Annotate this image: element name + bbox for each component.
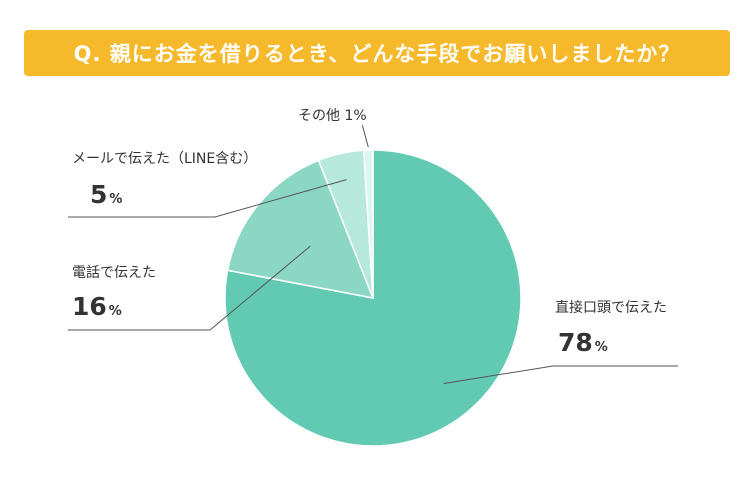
leader-line-3	[361, 124, 369, 148]
chart-title: Q. 親にお金を借りるとき、どんな手段でお願いしましたか？	[73, 42, 681, 66]
slice-value-1: 16%	[72, 292, 122, 321]
leader-line-0	[443, 365, 678, 384]
slice-label-1: 電話で伝えた	[72, 264, 156, 281]
slice-value-2: 5%	[90, 180, 122, 209]
slice-value-0: 78%	[558, 328, 608, 357]
pie-slice-3	[362, 149, 374, 299]
slice-label-0: 直接口頭で伝えた	[555, 299, 667, 316]
pie-slice-1	[226, 159, 375, 299]
leader-line-2	[68, 179, 347, 218]
leader-line-1	[68, 245, 311, 331]
slice-label-3: その他 1%	[298, 108, 367, 124]
title-bar: Q. 親にお金を借りるとき、どんな手段でお願いしましたか？	[24, 30, 730, 76]
slice-label-2: メールで伝えた（LINE含む）	[72, 151, 257, 167]
